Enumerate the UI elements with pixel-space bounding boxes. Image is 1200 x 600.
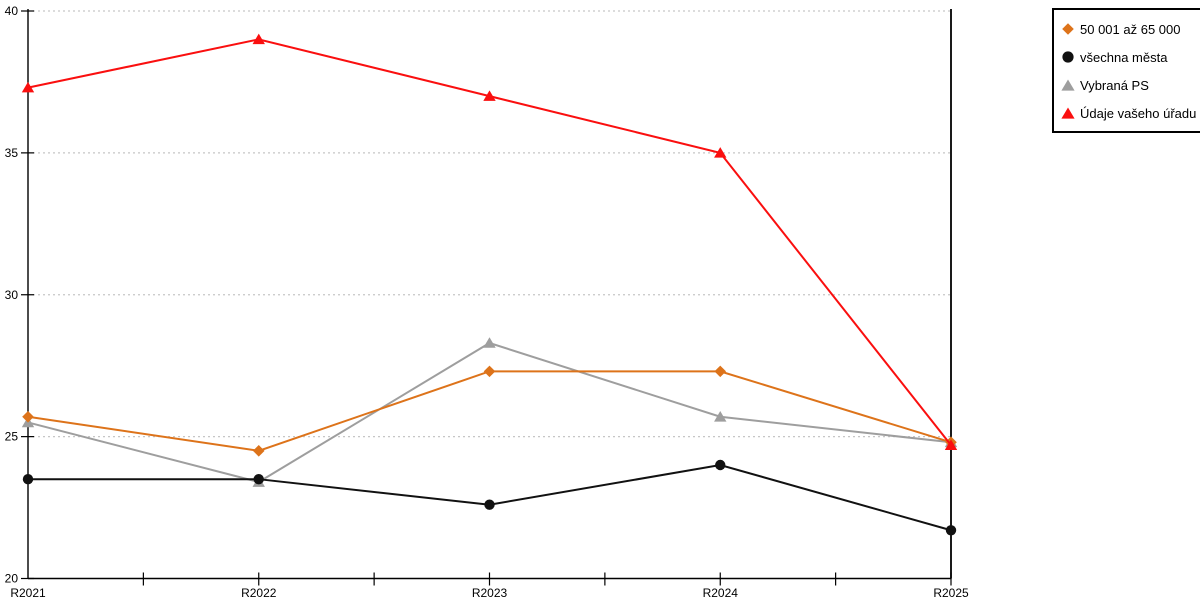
series-marker: [21, 81, 35, 93]
series-marker: [714, 147, 727, 158]
legend-label: 50 001 až 65 000: [1080, 21, 1181, 37]
y-tick-label: 25: [5, 430, 19, 444]
legend-marker-icon: [1062, 51, 1074, 63]
legend-item-2: Vybraná PS: [1061, 71, 1196, 99]
legend: 50 001 až 65 000 všechna města Vybraná PS Ú…: [1052, 8, 1200, 133]
series-marker: [484, 499, 495, 510]
series-marker: [944, 439, 958, 450]
series-marker: [715, 459, 726, 471]
legend-label: všechna města: [1080, 49, 1168, 65]
legend-item-1: všechna města: [1061, 43, 1196, 71]
x-tick-label: R2024: [703, 586, 739, 600]
series-marker: [22, 410, 34, 423]
series-line-0: [27, 370, 952, 452]
y-tick-label: 40: [5, 4, 19, 18]
series-marker: [714, 410, 727, 422]
y-tick-label: 20: [5, 572, 19, 586]
y-tick-label: 30: [5, 288, 19, 302]
y-tick-label: 35: [5, 146, 19, 160]
series-line-2: [27, 341, 952, 484]
legend-marker-icon: [1061, 79, 1075, 91]
series-marker: [483, 90, 496, 101]
x-tick-label: R2022: [241, 586, 277, 600]
series-line-1: [28, 463, 952, 532]
x-tick-label: R2023: [472, 586, 508, 600]
series-marker: [252, 445, 265, 457]
series-marker: [714, 365, 727, 378]
legend-marker-icon: [1061, 107, 1075, 119]
x-tick-label: R2025: [933, 586, 969, 600]
legend-marker-icon: [1062, 23, 1074, 35]
series-marker: [483, 337, 496, 348]
legend-label: Vybraná PS: [1080, 77, 1149, 93]
series-marker: [483, 365, 496, 378]
series-marker: [945, 525, 957, 536]
series-marker: [22, 473, 34, 485]
series-marker: [252, 33, 265, 45]
legend-item-3: Údaje vašeho úřadu: [1061, 99, 1196, 127]
series-marker: [253, 473, 264, 485]
x-tick-label: R2021: [10, 586, 46, 600]
legend-label: Údaje vašeho úřadu: [1080, 105, 1197, 121]
legend-item-0: 50 001 až 65 000: [1061, 15, 1196, 43]
